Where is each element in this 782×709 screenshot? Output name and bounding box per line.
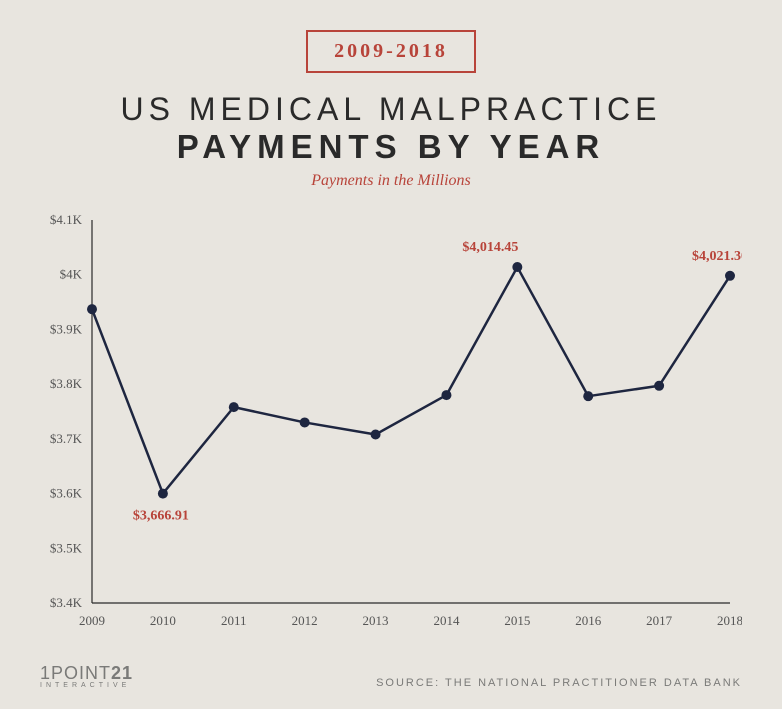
x-tick-label: 2016 [575,613,602,628]
logo-top: 1POINT21 [40,663,133,684]
y-tick-label: $4K [60,267,83,282]
data-point [725,271,735,281]
x-tick-label: 2014 [433,613,460,628]
data-point [300,417,310,427]
source-text: SOURCE: THE NATIONAL PRACTITIONER DATA B… [376,677,742,689]
x-tick-label: 2009 [79,613,105,628]
subtitle: Payments in the Millions [40,172,742,190]
chart-area: $3.4K $3.5K $3.6K $3.7K $3.8K $3.9K $4K $4.1K 20… [40,208,742,637]
y-tick-label: $3.5K [50,540,83,555]
data-point [441,390,451,400]
data-point [512,262,522,272]
x-tick-label: 2012 [292,613,318,628]
data-point [158,489,168,499]
x-tick-label: 2018 [717,613,742,628]
y-tick-label: $3.8K [50,376,83,391]
data-line [92,267,730,494]
y-tick-label: $4.1K [50,212,83,227]
y-tick-label: $3.7K [50,431,83,446]
data-point [371,429,381,439]
logo-sub: INTERACTIVE [40,682,133,689]
title-line-2: PAYMENTS BY YEAR [40,128,742,166]
x-tick-label: 2015 [504,613,530,628]
title-block: US MEDICAL MALPRACTICE PAYMENTS BY YEAR [40,91,742,166]
data-point [229,402,239,412]
y-tick-label: $3.6K [50,486,83,501]
logo-thin: 1POINT [40,663,111,683]
logo: 1POINT21 INTERACTIVE [40,663,133,689]
data-point [583,391,593,401]
callout-label: $4,014.45 [462,240,518,255]
x-tick-label: 2017 [646,613,673,628]
callout-label: $3,666.91 [133,509,189,524]
container: 2009-2018 US MEDICAL MALPRACTICE PAYMENT… [0,0,782,709]
logo-bold: 21 [111,663,133,683]
y-tick-label: $3.9K [50,321,83,336]
title-line-1: US MEDICAL MALPRACTICE [40,91,742,128]
x-tick-label: 2011 [221,613,247,628]
x-tick-label: 2013 [363,613,389,628]
line-chart: $3.4K $3.5K $3.6K $3.7K $3.8K $3.9K $4K $4.1K 20… [40,208,742,637]
data-point [87,304,97,314]
footer: 1POINT21 INTERACTIVE SOURCE: THE NATIONA… [40,637,742,689]
data-point [654,381,664,391]
callout-label: $4,021.30 [692,249,742,264]
x-tick-label: 2010 [150,613,176,628]
year-range-text: 2009-2018 [334,40,448,62]
year-range-badge: 2009-2018 [306,30,476,73]
y-tick-label: $3.4K [50,595,83,610]
